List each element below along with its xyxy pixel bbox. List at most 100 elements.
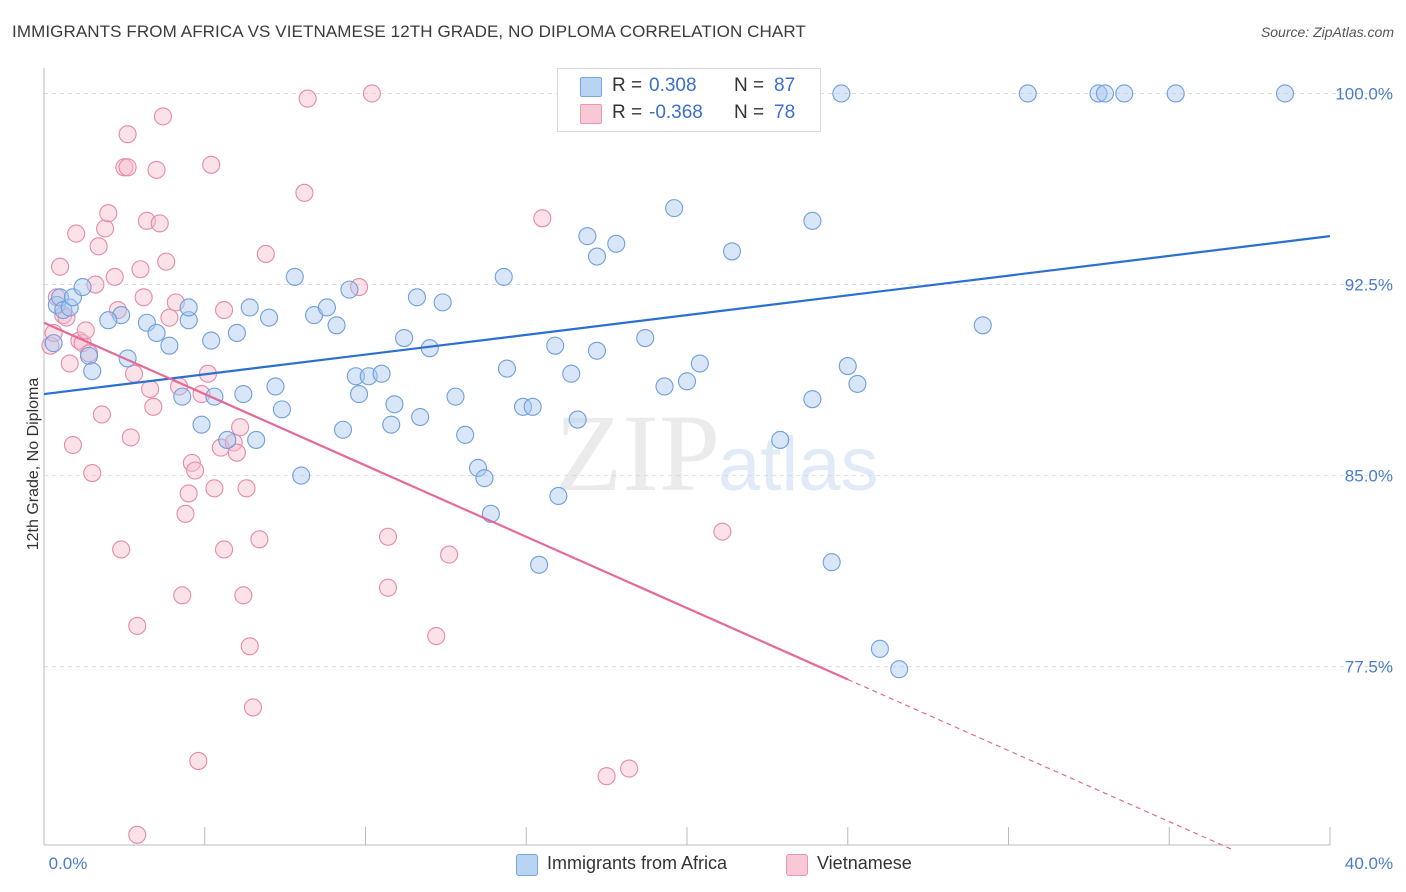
- legend-r-label: R =: [612, 75, 643, 96]
- vietnamese-point: [237, 479, 256, 498]
- africa-point: [234, 385, 253, 404]
- vietnamese-point: [173, 586, 192, 605]
- africa-point: [587, 247, 607, 266]
- africa-point: [578, 227, 597, 246]
- africa-point: [272, 400, 291, 419]
- africa-point: [118, 349, 137, 368]
- vietnamese-point: [362, 84, 381, 103]
- legend-r-value-africa: 0.308: [649, 75, 697, 96]
- legend-label-africa: Immigrants from Africa: [547, 853, 728, 873]
- vietnamese-point: [378, 578, 398, 597]
- y-tick-label: 85.0%: [1345, 467, 1393, 486]
- vietnamese-point: [96, 219, 115, 238]
- africa-point: [350, 385, 369, 404]
- vietnamese-point: [128, 825, 147, 844]
- africa-point: [218, 430, 237, 449]
- africa-point: [407, 288, 426, 307]
- series-legend: Immigrants from Africa Vietnamese: [0, 852, 1406, 878]
- vietnamese-point: [427, 627, 446, 646]
- africa-point: [83, 362, 102, 381]
- vietnamese-point: [620, 759, 639, 778]
- africa-point: [192, 415, 211, 434]
- vietnamese-point: [256, 244, 275, 264]
- africa-point: [333, 420, 353, 439]
- africa-point: [481, 504, 500, 523]
- vietnamese-point: [147, 160, 166, 179]
- africa-point: [79, 346, 99, 365]
- africa-point: [636, 328, 655, 348]
- axes: [43, 68, 1331, 846]
- africa-point: [202, 331, 221, 350]
- africa-point: [1089, 84, 1108, 103]
- africa-point: [468, 458, 488, 478]
- africa-trend-line: [43, 235, 1331, 396]
- x-tick-label: 40.0%: [1345, 854, 1393, 873]
- legend-swatch-africa: [580, 77, 602, 97]
- africa-point: [690, 354, 709, 373]
- source-note: Source: ZipAtlas.com: [1260, 24, 1394, 40]
- africa-point: [973, 316, 992, 335]
- vietnamese-point: [121, 428, 140, 447]
- vietnamese-point: [144, 397, 163, 416]
- vietnamese-point: [298, 89, 317, 108]
- vietnamese-point: [186, 461, 205, 480]
- legend-r-value-vietnamese: -0.368: [649, 102, 703, 123]
- africa-point: [385, 395, 404, 414]
- vietnamese-point: [533, 209, 552, 228]
- africa-point: [147, 323, 166, 342]
- africa-point: [327, 316, 346, 335]
- vietnamese-point: [63, 435, 82, 455]
- y-tick-label: 100.0%: [1335, 84, 1393, 103]
- y-axis-title: 12th Grade, No Diploma: [25, 378, 42, 551]
- vietnamese-point: [134, 288, 153, 307]
- vietnamese-point: [60, 354, 79, 373]
- africa-point: [227, 323, 246, 342]
- vietnamese-trend-extension: [847, 678, 1234, 851]
- vietnamese-point: [231, 418, 250, 437]
- vietnamese-point: [227, 443, 246, 462]
- vietnamese-point: [92, 405, 111, 424]
- legend-label-vietnamese: Vietnamese: [817, 853, 912, 873]
- vietnamese-points: [41, 84, 732, 844]
- africa-point: [240, 298, 259, 317]
- africa-point: [546, 336, 565, 355]
- africa-point: [456, 425, 475, 444]
- vietnamese-point: [205, 479, 224, 498]
- africa-point: [497, 359, 517, 378]
- vietnamese-point: [54, 306, 73, 325]
- africa-point: [259, 308, 279, 327]
- legend-n-label: N =: [734, 102, 765, 123]
- africa-point: [247, 430, 266, 449]
- y-tick-label: 77.5%: [1345, 658, 1393, 677]
- vietnamese-point: [51, 257, 70, 276]
- vietnamese-point: [250, 530, 269, 549]
- legend-r-label: R =: [612, 102, 643, 123]
- africa-point: [395, 328, 414, 348]
- africa-point: [771, 430, 790, 449]
- africa-point: [722, 242, 742, 261]
- legend-n-label: N =: [734, 75, 765, 96]
- africa-point: [677, 372, 697, 391]
- africa-point: [382, 415, 401, 434]
- africa-point: [346, 367, 365, 386]
- vietnamese-point: [124, 364, 144, 383]
- vietnamese-point: [202, 155, 221, 174]
- vietnamese-point: [76, 321, 95, 340]
- vietnamese-trend-line: [43, 321, 849, 681]
- swatch-africa: [516, 854, 538, 876]
- vietnamese-point: [214, 540, 234, 559]
- vietnamese-point: [234, 586, 253, 605]
- africa-point: [848, 374, 867, 393]
- vietnamese-point: [118, 158, 137, 177]
- africa-point: [73, 278, 92, 297]
- vietnamese-point: [240, 637, 259, 656]
- africa-point: [340, 280, 359, 299]
- africa-point: [494, 267, 513, 286]
- africa-point: [44, 334, 63, 353]
- vietnamese-point: [118, 125, 137, 144]
- x-tick-label: 0.0%: [49, 854, 88, 873]
- vietnamese-point: [141, 379, 160, 399]
- vietnamese-point: [440, 545, 459, 564]
- africa-point: [266, 377, 285, 396]
